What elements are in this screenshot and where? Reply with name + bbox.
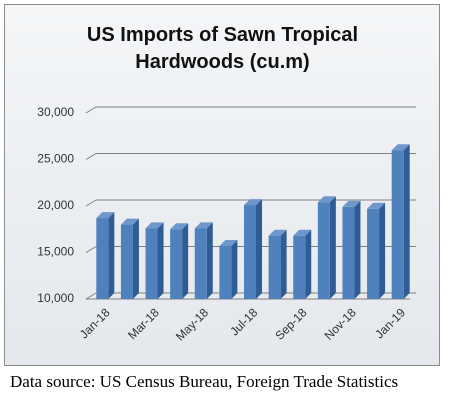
bar-top (293, 229, 312, 236)
x-tick-label: Jan-19 (372, 305, 408, 341)
x-tick-label: May-18 (173, 305, 211, 343)
bar-top (170, 223, 189, 230)
bar-top (96, 212, 115, 219)
bar-side (379, 202, 386, 299)
bar (170, 229, 183, 299)
y-tick-label: 15,000 (37, 245, 74, 259)
bar-top (317, 196, 336, 203)
bar (120, 224, 133, 299)
grid-edge (85, 106, 97, 114)
x-tick-label: Jul-18 (227, 305, 260, 338)
grid-edge (85, 246, 97, 253)
bar-side (329, 196, 336, 299)
bar (145, 228, 158, 299)
bar-top (219, 239, 238, 246)
y-tick-label: 10,000 (37, 291, 74, 305)
bar (293, 235, 306, 299)
x-tick-label: Sep-18 (272, 305, 309, 342)
chart-frame (4, 4, 440, 366)
bar-side (132, 218, 139, 299)
grid-edge (85, 153, 97, 160)
bar-side (108, 212, 115, 299)
bar-top (120, 218, 139, 225)
y-tick-label: 20,000 (37, 198, 74, 212)
bar-side (206, 222, 213, 299)
chart-title: US Imports of Sawn Tropical Hardwoods (c… (86, 24, 359, 73)
bar-top (194, 222, 213, 229)
bar-top (367, 202, 386, 209)
bar-top (391, 144, 410, 151)
bar (268, 235, 281, 299)
x-tick-label: Nov-18 (322, 305, 359, 342)
y-tick-label: 30,000 (37, 105, 74, 119)
bar (194, 228, 207, 299)
bar-side (305, 229, 312, 299)
bar-side (231, 239, 238, 299)
grid-edge (85, 199, 97, 207)
bar-side (354, 200, 361, 299)
y-tick-label: 25,000 (37, 152, 74, 166)
bar (244, 205, 256, 299)
bar (317, 202, 330, 299)
bar-side (256, 199, 262, 299)
grid-edge (85, 292, 97, 300)
bar-side (280, 229, 287, 299)
bar (391, 150, 404, 299)
x-tick-label: Jan-18 (77, 305, 113, 341)
source-note: Data source: US Census Bureau, Foreign T… (10, 372, 399, 391)
bar (367, 208, 380, 299)
bar (96, 218, 109, 299)
x-tick-label: Mar-18 (125, 305, 162, 342)
bar-top (342, 200, 361, 207)
bar-top (244, 199, 262, 206)
bar-side (157, 222, 164, 299)
bar-side (403, 144, 410, 299)
bar-top (268, 229, 287, 236)
bar (342, 206, 355, 299)
bar (219, 245, 232, 299)
bar-top (145, 222, 164, 229)
bar-side (182, 223, 189, 299)
